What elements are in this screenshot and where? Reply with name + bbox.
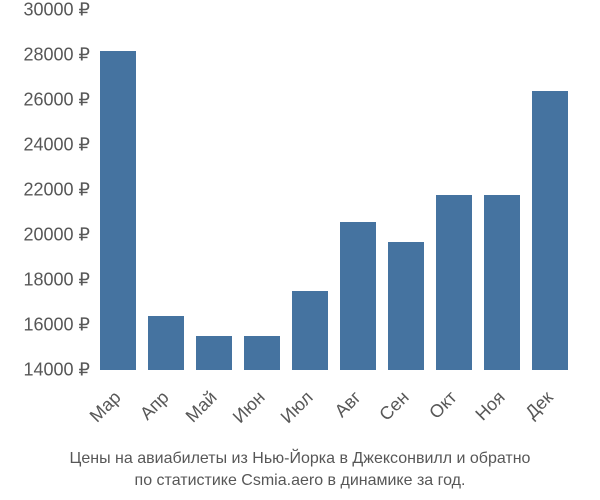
y-tick-label: 22000 ₽	[0, 180, 90, 201]
y-tick-label: 30000 ₽	[0, 0, 90, 21]
chart-container: Цены на авиабилеты из Нью-Йорка в Джексо…	[0, 0, 600, 500]
bar	[436, 195, 472, 371]
y-tick-label: 28000 ₽	[0, 45, 90, 66]
y-tick-label: 24000 ₽	[0, 135, 90, 156]
y-tick-label: 26000 ₽	[0, 90, 90, 111]
y-tick-label: 18000 ₽	[0, 270, 90, 291]
bar	[100, 51, 136, 371]
bar	[484, 195, 520, 371]
bar	[148, 316, 184, 370]
bar	[196, 336, 232, 370]
y-tick-label: 16000 ₽	[0, 315, 90, 336]
bar	[292, 291, 328, 370]
bar	[340, 222, 376, 371]
y-tick-label: 14000 ₽	[0, 360, 90, 381]
bar	[532, 91, 568, 370]
caption-line: по статистике Csmia.aero в динамике за г…	[135, 472, 466, 489]
bar	[244, 336, 280, 370]
plot-area	[100, 10, 580, 370]
y-tick-label: 20000 ₽	[0, 225, 90, 246]
bar	[388, 242, 424, 370]
